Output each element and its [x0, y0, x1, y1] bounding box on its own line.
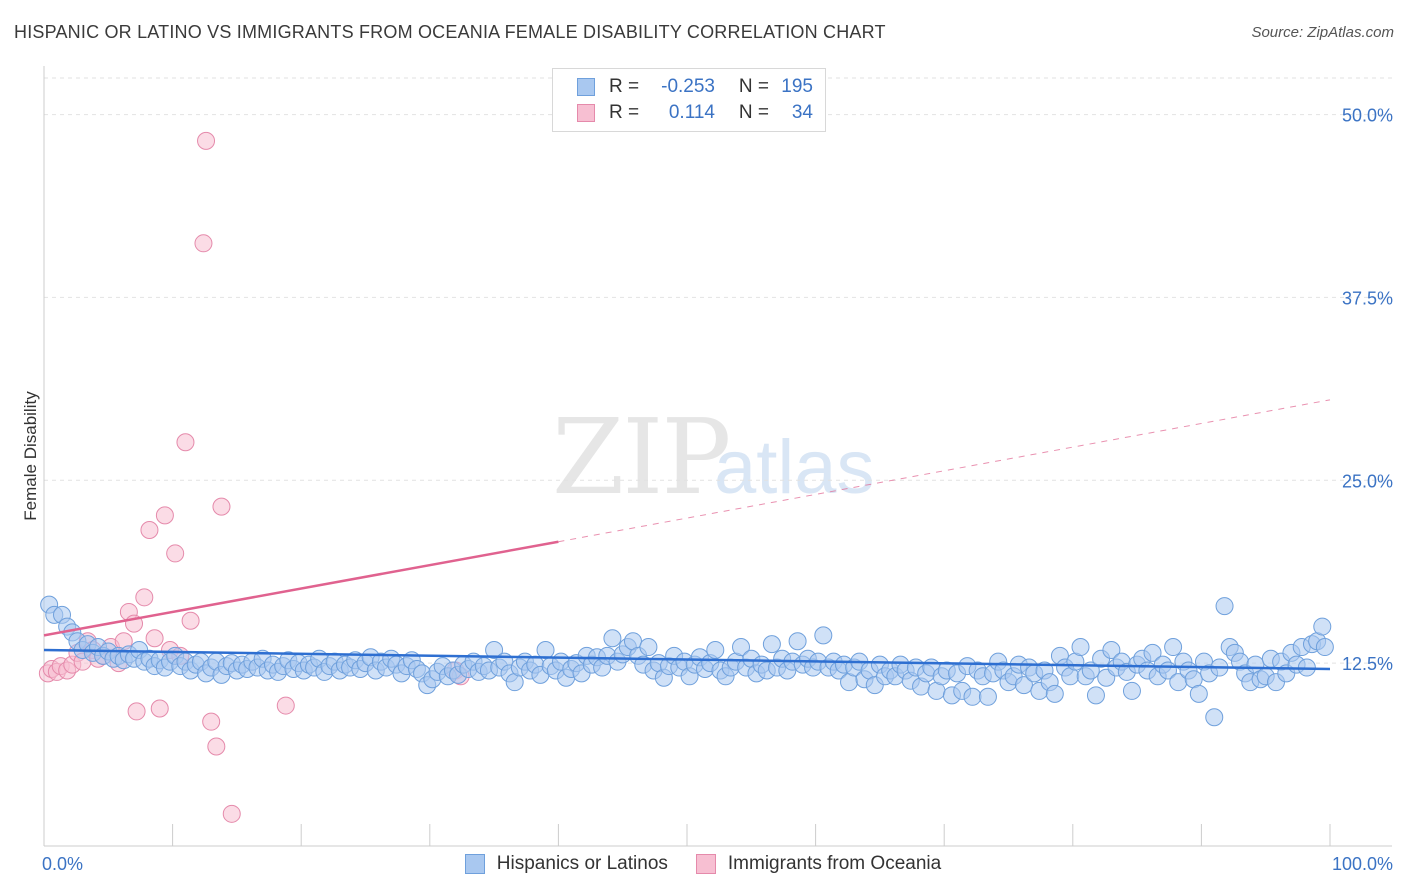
- legend-n-label: N =: [738, 102, 769, 123]
- legend-item-oceania: Immigrants from Oceania: [695, 853, 942, 875]
- x-tick-label-min: 0.0%: [42, 854, 83, 874]
- legend-n-value: 34: [791, 102, 813, 123]
- legend-r-label: R =: [609, 102, 640, 123]
- legend-r-value: 0.114: [668, 102, 715, 123]
- data-point-oceania: [202, 712, 221, 731]
- gridlines: [44, 77, 1392, 664]
- series-oceania-points: [38, 131, 470, 823]
- y-tick-label: 50.0%: [1342, 106, 1393, 126]
- x-tick-label-max: 100.0%: [1332, 854, 1393, 874]
- y-tick-label: 25.0%: [1342, 471, 1393, 491]
- watermark-atlas: atlas: [714, 425, 875, 510]
- data-point-hispanic: [536, 640, 555, 659]
- data-point-oceania: [176, 433, 195, 452]
- correlation-legend: R = -0.253 N = 195 R = 0.114 N = 34: [552, 68, 826, 132]
- data-point-oceania: [150, 699, 169, 718]
- legend-row-oceania: R = 0.114 N = 34: [577, 101, 813, 125]
- legend-r-label: R =: [609, 76, 640, 97]
- data-point-oceania: [212, 497, 231, 516]
- data-point-oceania: [181, 611, 200, 630]
- data-point-oceania: [207, 737, 226, 756]
- tick-labels: 12.5% 25.0% 37.5% 50.0% 0.0% 100.0%: [42, 106, 1393, 874]
- trend-line-oceania-extension: [558, 399, 1331, 543]
- legend-n-value: 195: [781, 76, 813, 97]
- y-tick-label: 12.5%: [1342, 654, 1393, 674]
- data-point-hispanic: [1164, 638, 1183, 657]
- data-point-oceania: [145, 629, 164, 648]
- data-point-hispanic: [978, 687, 997, 706]
- data-point-hispanic: [1143, 643, 1162, 662]
- data-point-hispanic: [1315, 638, 1334, 657]
- y-axis-label: Female Disability: [21, 391, 40, 521]
- data-point-oceania: [135, 588, 154, 607]
- data-point-hispanic: [1086, 686, 1105, 705]
- data-point-hispanic: [732, 638, 751, 657]
- chart-title: HISPANIC OR LATINO VS IMMIGRANTS FROM OC…: [14, 22, 886, 42]
- data-point-hispanic: [706, 640, 725, 659]
- data-point-oceania: [140, 521, 159, 540]
- data-point-hispanic: [1205, 708, 1224, 727]
- data-point-hispanic: [1014, 676, 1033, 695]
- legend-swatch-hispanic: [577, 78, 595, 96]
- legend-swatch-oceania: [577, 104, 595, 122]
- data-point-oceania: [166, 544, 185, 563]
- trend-line-hispanic: [43, 648, 1331, 671]
- axes: [43, 66, 1392, 847]
- data-point-hispanic: [639, 638, 658, 657]
- data-point-hispanic: [1122, 681, 1141, 700]
- legend-row-hispanic: R = -0.253 N = 195: [577, 75, 813, 99]
- series-legend: Hispanics or Latinos Immigrants from Oce…: [0, 852, 1406, 876]
- data-point-oceania: [197, 131, 216, 150]
- legend-label-oceania: Immigrants from Oceania: [727, 853, 942, 874]
- y-tick-label: 37.5%: [1342, 288, 1393, 308]
- data-point-oceania: [127, 702, 146, 721]
- data-point-hispanic: [1189, 684, 1208, 703]
- trend-line-oceania: [43, 540, 559, 637]
- legend-n-label: N =: [738, 76, 769, 97]
- data-point-oceania: [276, 696, 295, 715]
- legend-swatch-oceania: [695, 854, 716, 874]
- data-point-hispanic: [485, 640, 504, 659]
- legend-r-value: -0.253: [661, 76, 715, 97]
- data-point-oceania: [194, 234, 213, 253]
- data-point-hispanic: [1215, 597, 1234, 616]
- data-point-hispanic: [1071, 638, 1090, 657]
- legend-swatch-hispanic: [464, 854, 485, 874]
- series-hispanic-points: [40, 595, 1334, 727]
- data-point-hispanic: [762, 635, 781, 654]
- legend-item-hispanic: Hispanics or Latinos: [464, 853, 668, 875]
- source-credit: Source: ZipAtlas.com: [1251, 24, 1394, 41]
- data-point-hispanic: [1045, 684, 1064, 703]
- trend-lines: [43, 399, 1331, 671]
- data-point-hispanic: [603, 629, 622, 648]
- data-point-hispanic: [1313, 617, 1332, 636]
- data-point-oceania: [155, 506, 174, 525]
- data-point-hispanic: [1102, 640, 1121, 659]
- data-point-oceania: [222, 804, 241, 823]
- legend-label-hispanic: Hispanics or Latinos: [496, 853, 668, 874]
- watermark-zip: ZIP: [552, 396, 731, 518]
- data-point-hispanic: [963, 687, 982, 706]
- data-point-hispanic: [814, 626, 833, 645]
- data-point-hispanic: [788, 632, 807, 651]
